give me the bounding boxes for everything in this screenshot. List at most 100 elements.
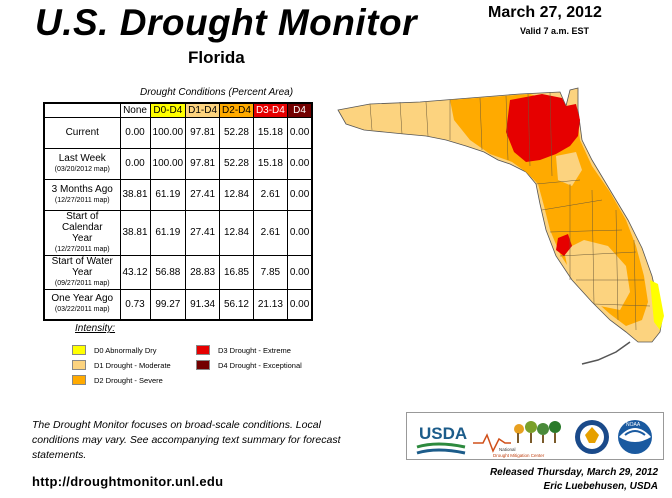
table-cell: 2.61 — [252, 178, 288, 211]
svg-text:USDA: USDA — [419, 424, 467, 443]
legend-item-d3: D3 Drought - Extreme — [196, 345, 291, 355]
table-cell: 21.13 — [252, 288, 288, 321]
map-date: March 27, 2012 — [488, 4, 602, 21]
table-caption: Drought Conditions (Percent Area) — [140, 87, 294, 98]
agency-logos: USDA National Drought Mitigation Center — [406, 412, 664, 460]
table-cell: 0.00 — [286, 254, 313, 290]
d3-region — [506, 94, 580, 162]
table-cell: 100.00 — [149, 116, 187, 149]
table-cell: 61.19 — [149, 209, 187, 256]
row-label: Start of Calendar Year (12/27/2011 map) — [43, 209, 121, 256]
valid-time: Valid 7 a.m. EST — [520, 26, 590, 36]
legend-swatch — [72, 375, 86, 385]
release-date: Released Thursday, March 29, 2012 — [489, 467, 658, 478]
row-label: Current — [43, 116, 121, 149]
legend-label: D2 Drought - Severe — [94, 375, 163, 385]
legend-item-d4: D4 Drought - Exceptional — [196, 360, 302, 370]
row-label: Start of Water Year (09/27/2011 map) — [43, 254, 121, 290]
table-cell: 0.00 — [286, 147, 313, 180]
table-cell: 52.28 — [219, 116, 254, 149]
drought-conditions-table: None D0-D4 D1-D4 D2-D4 D3-D4 D4 Current 0.00 10… — [43, 102, 314, 321]
column-header: None — [119, 102, 151, 118]
table-cell: 12.84 — [219, 209, 254, 256]
table-cell: 56.88 — [149, 254, 187, 290]
legend-swatch — [72, 345, 86, 355]
legend-label: D3 Drought - Extreme — [218, 345, 291, 355]
table-cell: 0.00 — [286, 209, 313, 256]
d1-region-south — [564, 240, 630, 310]
legend-item-d2: D2 Drought - Severe — [72, 375, 163, 385]
ndmc-logo: National Drought Mitigation Center — [473, 421, 561, 458]
table-cell: 56.12 — [219, 288, 254, 321]
legend-swatch — [72, 360, 86, 370]
table-row: One Year Ago (03/22/2011 map) 0.73 99.27 91.… — [43, 288, 313, 321]
disclaimer-note: The Drought Monitor focuses on broad-sca… — [32, 419, 341, 461]
column-header: D4 — [286, 102, 313, 118]
row-label: Last Week (03/20/2012 map) — [43, 147, 121, 180]
table-cell: 0.00 — [119, 147, 151, 180]
table-cell: 0.00 — [286, 178, 313, 211]
table-cell: 38.81 — [119, 209, 151, 256]
table-cell: 0.00 — [286, 116, 313, 149]
table-cell: 15.18 — [252, 116, 288, 149]
table-corner — [44, 103, 120, 117]
table-cell: 97.81 — [185, 116, 221, 149]
table-row: Current 0.00 100.00 97.81 52.28 15.18 0.00 — [43, 116, 313, 149]
row-label: 3 Months Ago (12/27/2011 map) — [43, 178, 121, 211]
table-cell: 43.12 — [119, 254, 151, 290]
table-cell: 27.41 — [185, 209, 221, 256]
county-lines — [369, 91, 651, 331]
table-cell: 38.81 — [119, 178, 151, 211]
release-info: Released Thursday, March 29, 2012 Eric L… — [490, 466, 658, 494]
legend-item-d1: D1 Drought - Moderate — [72, 360, 171, 370]
table-header-row: None D0-D4 D1-D4 D2-D4 D3-D4 D4 — [44, 102, 313, 118]
table-cell: 91.34 — [185, 288, 221, 321]
table-cell: 0.00 — [286, 288, 313, 321]
table-cell: 0.00 — [119, 116, 151, 149]
table-cell: 2.61 — [252, 209, 288, 256]
table-cell: 99.27 — [149, 288, 187, 321]
state-name: Florida — [188, 48, 245, 67]
column-header: D0-D4 — [149, 102, 187, 118]
table-cell: 52.28 — [219, 147, 254, 180]
d1-region-central — [556, 152, 582, 186]
legend-swatch — [196, 345, 210, 355]
table-row: Start of Water Year (09/27/2011 map) 43.12… — [43, 254, 313, 290]
map-title: U.S. Drought Monitor — [35, 2, 417, 43]
row-label: One Year Ago (03/22/2011 map) — [43, 288, 121, 321]
florida-keys — [581, 341, 631, 365]
table-row: 3 Months Ago (12/27/2011 map) 38.81 61.19 27… — [43, 178, 313, 211]
table-row: Start of Calendar Year (12/27/2011 map) 38… — [43, 209, 313, 256]
table-cell: 16.85 — [219, 254, 254, 290]
legend-swatch — [196, 360, 210, 370]
legend-title: Intensity: — [75, 323, 116, 334]
table-cell: 61.19 — [149, 178, 187, 211]
table-row: Last Week (03/20/2012 map) 0.00 100.00 97.81… — [43, 147, 313, 180]
svg-text:Drought Mitigation Center: Drought Mitigation Center — [493, 453, 545, 458]
doc-seal-logo — [575, 420, 609, 454]
column-header: D1-D4 — [185, 102, 221, 118]
noaa-logo: NOAA — [618, 420, 652, 454]
website-link[interactable]: http://droughtmonitor.unl.edu — [32, 474, 224, 489]
legend-item-d0: D0 Abnormally Dry — [72, 345, 157, 355]
release-author: Eric Luebehusen, USDA — [543, 481, 658, 492]
table-cell: 100.00 — [149, 147, 187, 180]
table-body: Current 0.00 100.00 97.81 52.28 15.18 0.00 Last… — [43, 116, 313, 321]
legend-label: D0 Abnormally Dry — [94, 345, 157, 355]
d0-region — [650, 280, 664, 330]
legend-label: D4 Drought - Exceptional — [218, 360, 302, 370]
usda-logo: USDA — [416, 419, 467, 455]
table-cell: 12.84 — [219, 178, 254, 211]
legend-label: D1 Drought - Moderate — [94, 360, 171, 370]
florida-drought-map — [337, 87, 664, 365]
table-cell: 28.83 — [185, 254, 221, 290]
table-cell: 97.81 — [185, 147, 221, 180]
table-cell: 15.18 — [252, 147, 288, 180]
svg-text:National: National — [499, 447, 516, 452]
table-cell: 27.41 — [185, 178, 221, 211]
column-header: D2-D4 — [219, 102, 254, 118]
table-cell: 7.85 — [252, 254, 288, 290]
table-cell: 0.73 — [119, 288, 151, 321]
column-header: D3-D4 — [252, 102, 288, 118]
svg-text:NOAA: NOAA — [626, 422, 641, 428]
